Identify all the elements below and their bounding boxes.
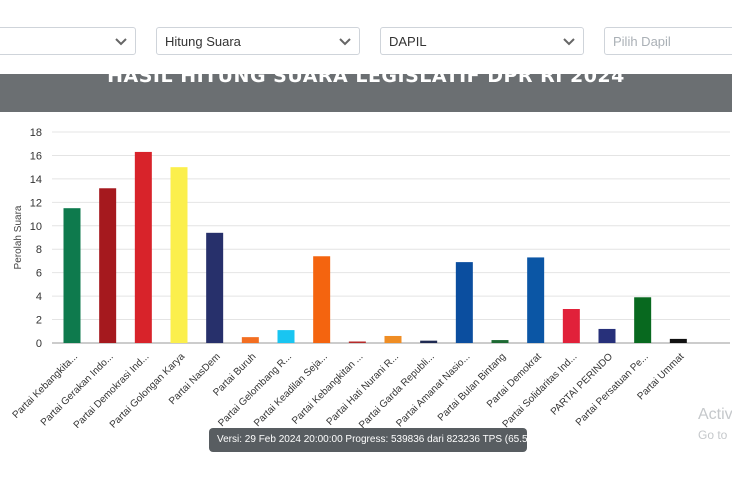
bar-18: [669, 338, 687, 343]
x-tick-label: PARTAI PERINDO: [549, 351, 615, 417]
y-tick-label: 12: [30, 197, 42, 209]
bar-4: [170, 167, 188, 343]
bar-9: [348, 341, 366, 343]
x-tick-label: Partai Kebangkitan ...: [290, 351, 365, 426]
chart-title: HASIL HITUNG SUARA LEGISLATIF DPR RI 202…: [107, 74, 625, 87]
bar-11: [420, 340, 438, 343]
bar-12: [455, 262, 473, 343]
y-tick-label: 16: [30, 150, 42, 162]
bar-1: [63, 208, 81, 343]
bar-13: [491, 340, 509, 343]
y-tick-label: 8: [36, 244, 42, 256]
x-tick-label: Partai Kebangkita...: [11, 351, 80, 420]
y-tick-label: 18: [30, 127, 42, 139]
y-axis-label: Perolah Suara: [13, 205, 24, 269]
chevron-down-icon: [115, 38, 127, 46]
y-tick-label: 4: [36, 291, 42, 303]
filter-select-value: Hitung Suara: [165, 34, 241, 49]
x-tick-label: Partai Bulan Bintang: [436, 351, 508, 423]
y-tick-label: 0: [36, 338, 42, 350]
bar-14: [527, 257, 545, 343]
bar-6: [241, 337, 259, 343]
bar-10: [384, 335, 402, 343]
chevron-down-icon: [339, 38, 351, 46]
y-tick-label: 6: [36, 268, 42, 280]
tooltip-text: Versi: 29 Feb 2024 20:00:00 Progress: 53…: [217, 434, 546, 445]
y-tick-label: 2: [36, 315, 42, 327]
filter-bar: Hitung Suara DAPIL Pilih Dapil: [0, 0, 732, 74]
y-tick-label: 10: [30, 221, 42, 233]
filter-select-1[interactable]: [0, 27, 136, 55]
progress-tooltip: Versi: 29 Feb 2024 20:00:00 Progress: 53…: [209, 428, 545, 452]
bar-5: [206, 232, 224, 343]
filter-select-dapil[interactable]: DAPIL: [380, 27, 584, 55]
bar-8: [313, 256, 331, 343]
chart-title-bar: HASIL HITUNG SUARA LEGISLATIF DPR RI 202…: [0, 74, 732, 112]
bar-7: [277, 330, 295, 343]
filter-select-pilih-dapil[interactable]: Pilih Dapil: [604, 27, 732, 55]
bar-3: [134, 151, 152, 343]
chevron-down-icon: [563, 38, 575, 46]
bar-17: [634, 297, 652, 343]
bar-2: [99, 188, 117, 343]
y-tick-label: 14: [30, 174, 42, 186]
bar-16: [598, 328, 616, 343]
bar-15: [562, 309, 580, 343]
bar-chart: 0 2 4 6 8 10 12 14 16 18 Perolah Suara Partai Keban…: [11, 127, 730, 428]
activate-windows-watermark: Activ: [698, 406, 732, 423]
activate-windows-watermark-line2: Go to: [698, 428, 728, 442]
filter-select-value: DAPIL: [389, 34, 427, 49]
filter-select-placeholder: Pilih Dapil: [613, 34, 671, 49]
filter-select-hitung-suara[interactable]: Hitung Suara: [156, 27, 360, 55]
